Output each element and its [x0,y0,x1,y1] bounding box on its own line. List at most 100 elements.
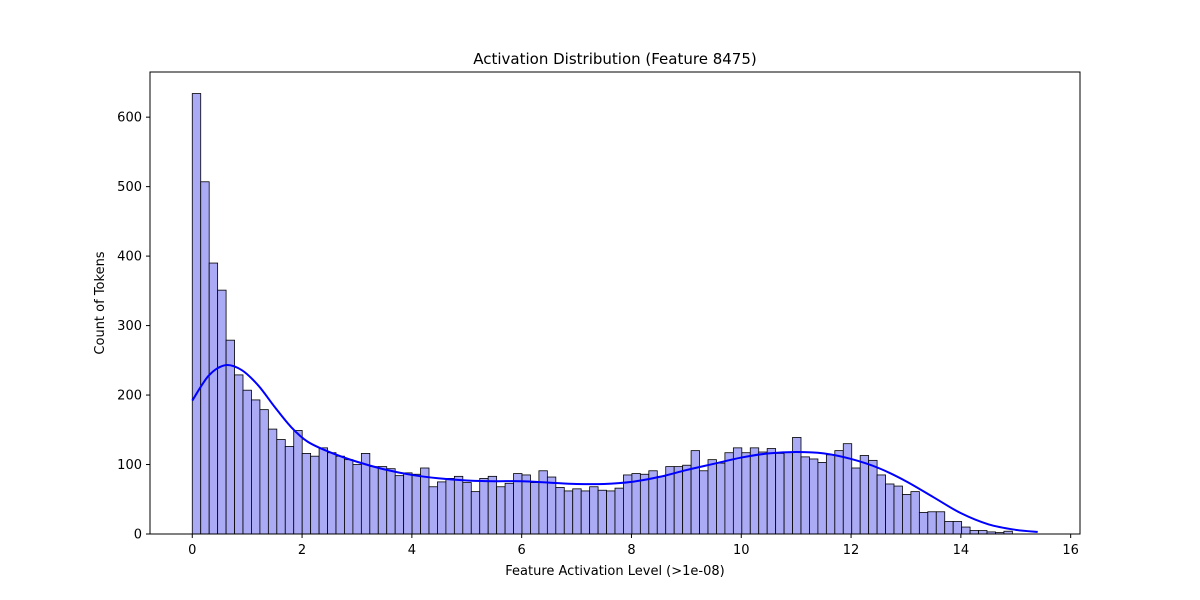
histogram-bar [546,476,557,535]
plot-frame [149,71,1081,535]
histogram-bar [944,521,954,535]
x-tick-label: 6 [518,543,526,558]
histogram-bar [614,487,624,535]
histogram-bar [276,439,286,535]
histogram-bar [200,181,210,535]
histogram-bar [445,478,455,535]
histogram-bar [251,399,261,535]
histogram-bar [386,468,396,535]
histogram-bar [623,474,633,535]
x-tick-label: 0 [188,543,196,558]
histogram-bar [639,473,650,535]
histogram-bar [665,466,675,535]
histogram-bar [682,464,692,535]
histogram-bar [462,482,472,535]
histogram-bar [487,475,498,535]
histogram-bar [208,262,219,535]
histogram-bar [344,459,354,535]
histogram-bar [538,470,548,535]
histogram-bar [470,491,481,535]
histogram-bar [352,464,362,535]
histogram-bar [893,485,903,535]
histogram-bar [775,453,785,535]
kde-line [191,363,1038,533]
kde-layer [191,363,1038,533]
histogram-bar [293,430,303,535]
histogram-bar [318,447,328,535]
histogram-bar [758,451,768,535]
histogram-bar [927,511,937,535]
y-tick-label: 500 [117,180,142,195]
x-axis: 0 2 4 6 8 10 12 14 16 [188,534,1079,558]
histogram-bar [606,490,616,535]
histogram-bar [217,289,227,535]
histogram-bar [580,490,591,535]
histogram-bar [952,521,963,535]
histogram-bar [766,448,777,535]
histogram-bar [453,475,464,535]
histogram-bar [902,493,912,535]
x-tick-label: 10 [733,543,750,558]
histogram-bar [707,459,717,535]
histogram-bar [301,453,312,535]
histogram-bar [284,446,295,535]
histogram-bar [910,491,920,535]
histogram-bar [327,452,337,535]
histogram-bar [403,472,413,535]
histogram-bar [749,447,760,535]
histogram-bar [479,478,489,535]
histogram-bar [437,481,447,535]
x-axis-label: Feature Activation Level (>1e-08) [505,564,724,579]
histogram-bar [310,455,320,535]
y-axis-label: Count of Tokens [93,251,108,354]
histogram-bar [978,530,988,535]
histogram-bar [935,511,946,535]
histogram-bar [242,389,252,535]
histogram-bar [496,486,506,535]
x-tick-label: 14 [953,543,970,558]
histogram-bar [817,462,827,535]
histogram-bar [563,490,574,535]
histogram-bar [428,486,438,535]
histogram-bar [267,428,278,535]
histogram-bar [589,486,599,535]
histogram-bar [648,470,658,535]
y-tick-label: 0 [134,528,142,543]
histogram-bar [961,526,971,535]
histogram-bar [859,455,870,535]
histogram-bar [377,466,388,535]
histogram-bar [555,487,565,535]
histogram-bar [834,450,844,535]
x-tick-label: 16 [1062,543,1079,558]
histogram-bar [868,459,878,535]
histogram-bar [369,466,379,535]
y-axis: 0 100 200 300 400 500 600 [117,111,150,543]
x-tick-label: 8 [627,543,635,558]
histogram-bar [800,456,810,535]
histogram-bar [724,452,734,535]
histogram-bar [335,455,345,535]
y-tick-label: 100 [117,458,142,473]
histogram-bar [530,482,540,535]
histogram-bar [259,409,269,535]
histogram-bar [969,530,979,535]
histogram-bar [918,512,929,535]
histogram-bar [741,452,751,535]
histogram-bar [513,473,523,535]
histogram-bar [521,474,531,535]
x-tick-label: 4 [408,543,416,558]
x-tick-label: 12 [843,543,860,558]
histogram-bar [225,339,235,535]
histogram-bar [716,462,726,535]
histogram-bar [690,450,700,535]
y-tick-label: 600 [117,111,142,126]
histogram-bar [191,93,202,535]
histogram-bar [699,470,709,535]
y-tick-label: 400 [117,250,142,265]
histogram-bar [732,447,743,535]
chart-title: Activation Distribution (Feature 8475) [473,50,756,68]
histogram-bar [656,475,667,535]
histogram-bar [597,489,607,535]
